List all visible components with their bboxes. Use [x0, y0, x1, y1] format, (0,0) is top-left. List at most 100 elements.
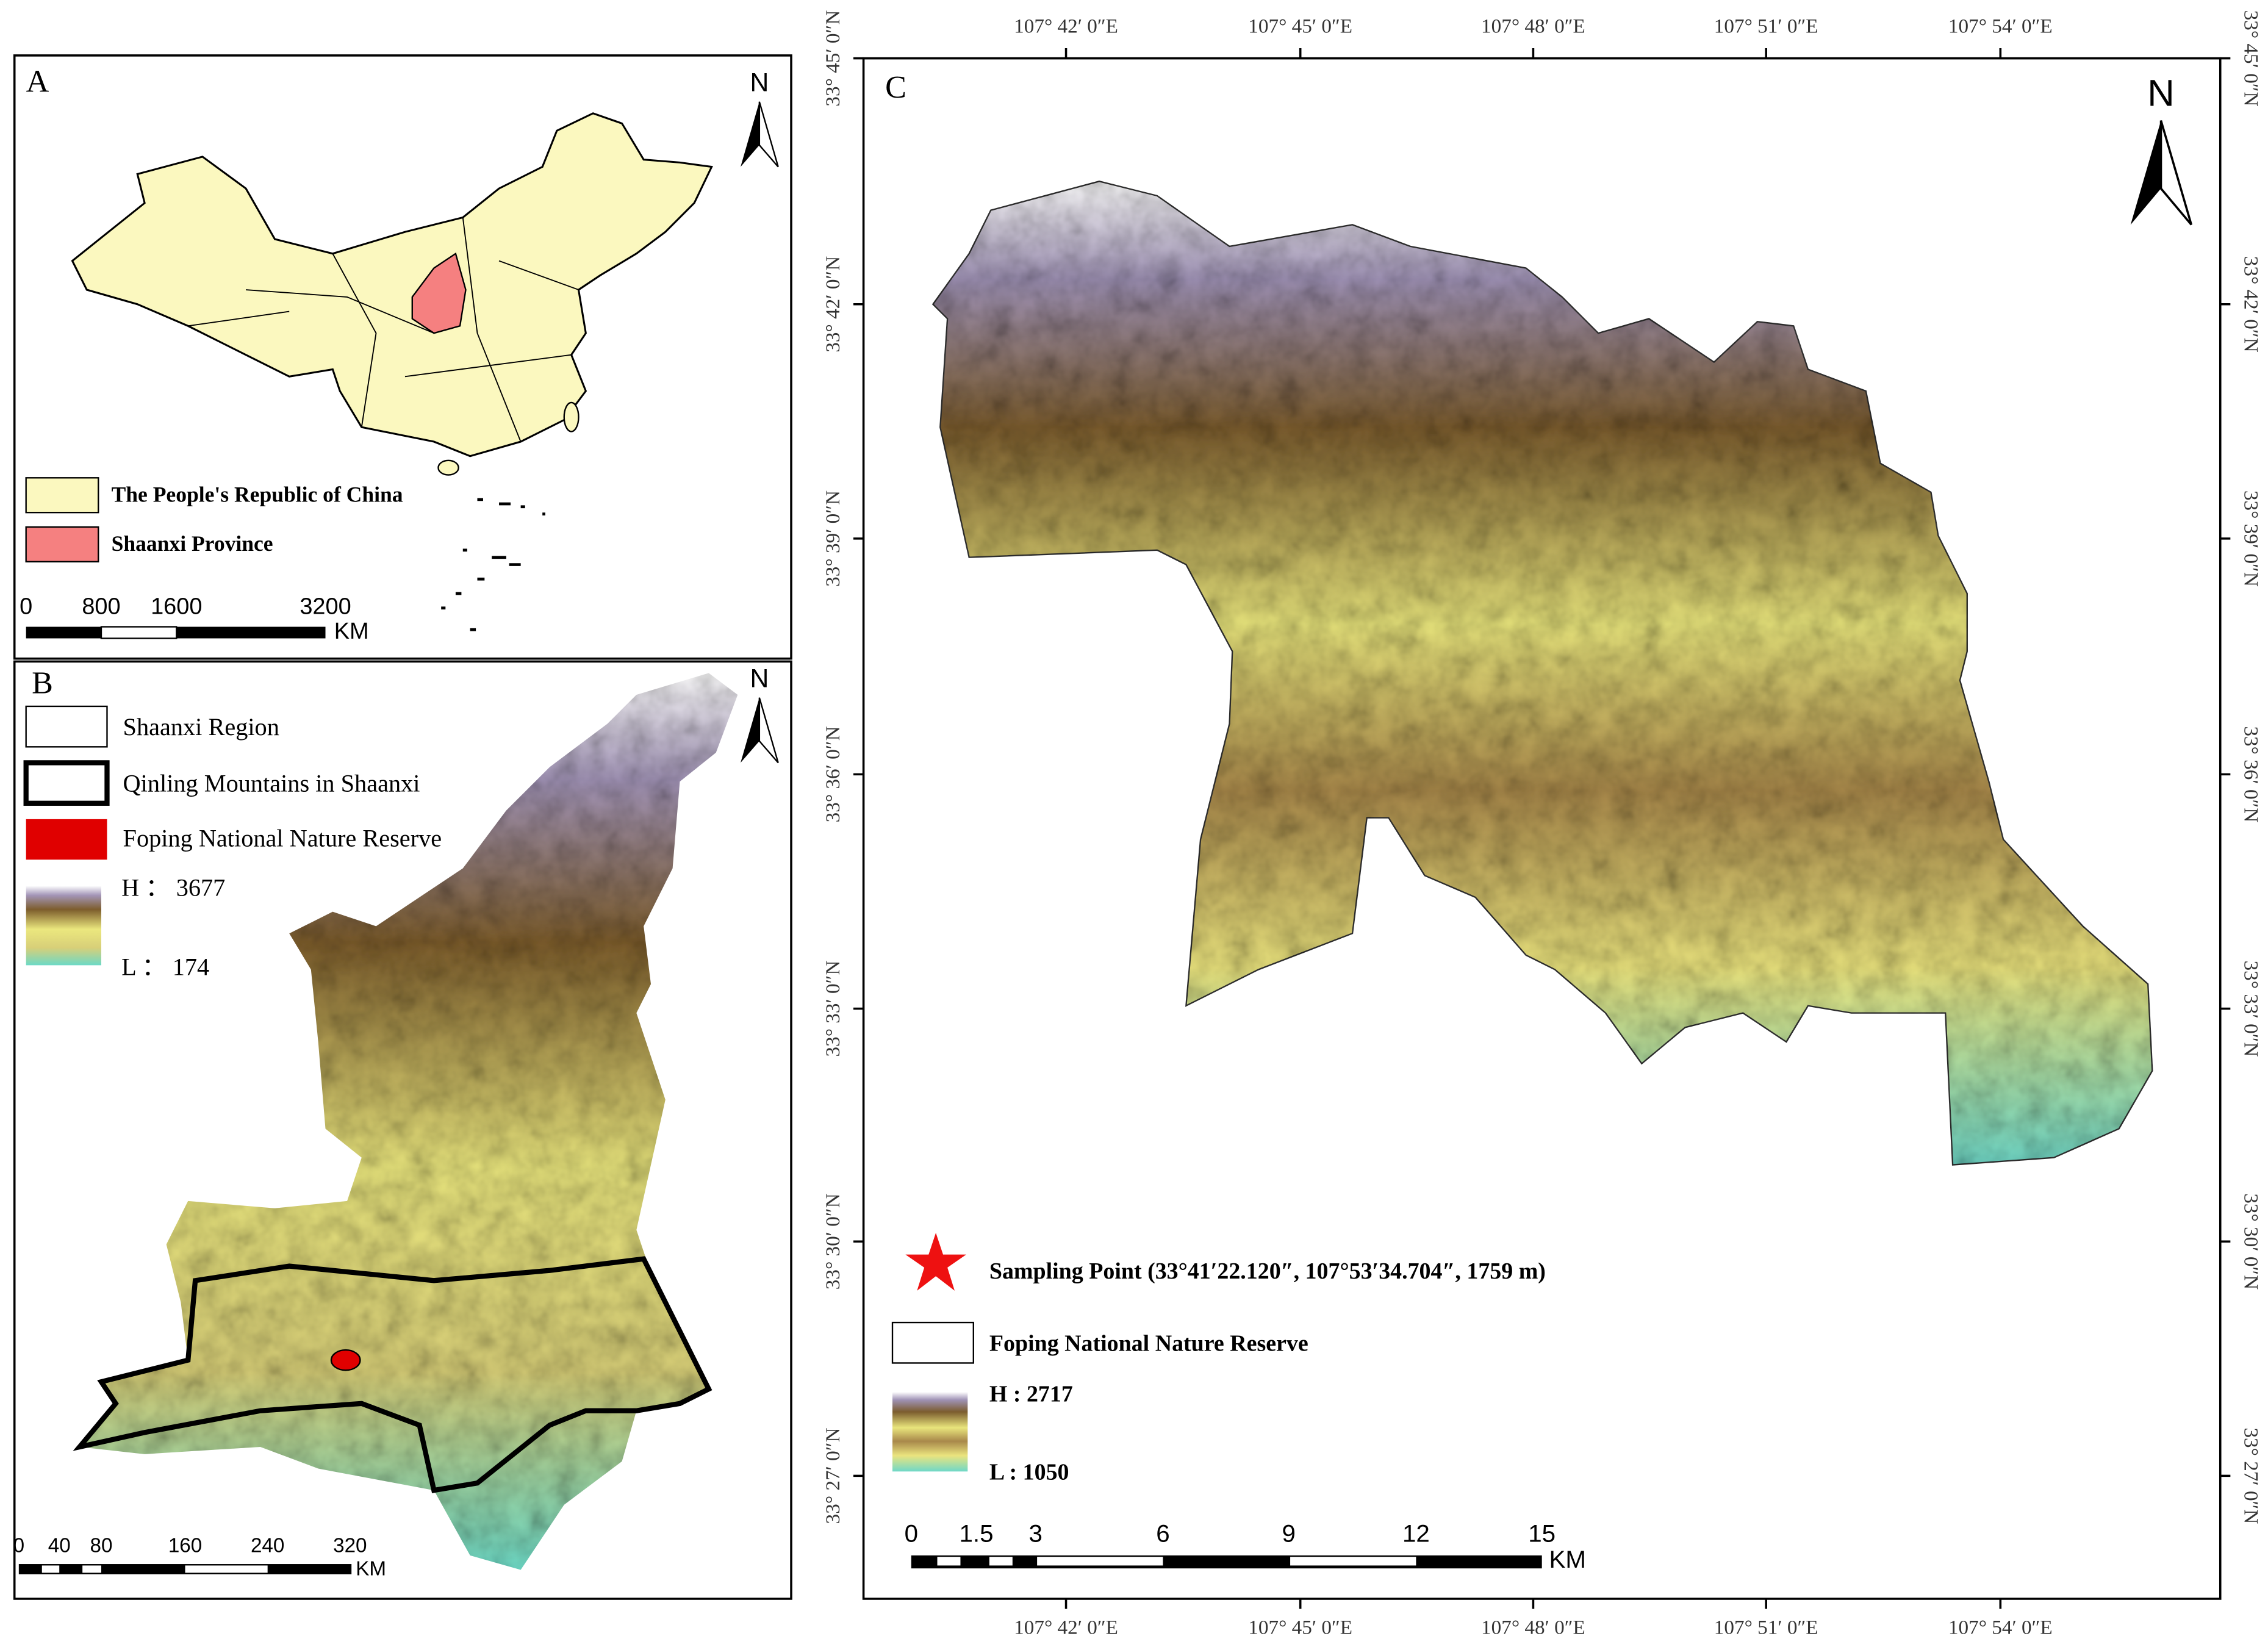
latitude-label: 33° 27′ 0″N	[2240, 1427, 2263, 1524]
legend-label: Foping National Nature Reserve	[989, 1331, 1308, 1357]
latitude-label: 33° 27′ 0″N	[822, 1427, 844, 1524]
legend-swatch	[25, 477, 99, 514]
scale-tick-label: 12	[1402, 1520, 1430, 1547]
qinling-boundary	[73, 1256, 712, 1493]
panel-c-frame	[862, 57, 2222, 1600]
elevation-low: L : 1050	[989, 1460, 1069, 1485]
scale-segment	[937, 1557, 961, 1566]
scale-tick-label: 3200	[300, 594, 351, 620]
elevation-low: L ： 174	[121, 953, 209, 981]
longitude-label: 107° 48′ 0″E	[1481, 1616, 1585, 1638]
latitude-label: 33° 30′ 0″N	[2240, 1193, 2263, 1290]
latitude-label: 33° 39′ 0″N	[822, 490, 844, 587]
scale-tick-label: 9	[1282, 1520, 1296, 1547]
scale-tick-label: 320	[333, 1534, 367, 1557]
scale-unit: KM	[1549, 1546, 1586, 1573]
legend-label: The People's Republic of China	[112, 482, 403, 506]
legend-swatch	[23, 760, 110, 806]
latitude-labels: 33° 45′ 0″N 33° 42′ 0″N 33° 39′ 0″N 33° …	[822, 10, 2263, 1524]
legend-swatch	[25, 705, 108, 748]
north-label: N	[2147, 73, 2175, 115]
scale-tick-label: 3	[1029, 1520, 1042, 1547]
panel-label: C	[885, 70, 906, 105]
latitude-label: 33° 30′ 0″N	[822, 1193, 844, 1290]
longitude-label: 107° 48′ 0″E	[1481, 15, 1585, 37]
hainan	[437, 459, 459, 476]
scale-tick-label: 1.5	[960, 1520, 994, 1547]
longitude-labels: 107° 42′ 0″E 107° 45′ 0″E 107° 48′ 0″E 1…	[1014, 15, 2053, 1638]
north-arrow	[741, 101, 759, 167]
latitude-label: 33° 39′ 0″N	[2240, 490, 2263, 587]
longitude-label: 107° 54′ 0″E	[1948, 1616, 2053, 1638]
elevation-ramp	[892, 1391, 968, 1472]
scale-bar	[26, 626, 326, 639]
legend-swatch	[25, 526, 99, 563]
scale-tick-label: 80	[90, 1534, 113, 1557]
panel-b-frame	[13, 660, 792, 1600]
legend-label: Sampling Point (33°41′22.120″, 107°53′34…	[989, 1258, 1546, 1284]
scale-tick-label: 6	[1156, 1520, 1169, 1547]
latitude-label: 33° 36′ 0″N	[2240, 726, 2263, 822]
longitude-label: 107° 51′ 0″E	[1714, 1616, 1818, 1638]
scale-segment	[82, 1565, 101, 1573]
tick-marks	[853, 48, 2231, 1609]
elevation-high: H : 2717	[989, 1382, 1073, 1407]
legend-swatch	[891, 1321, 974, 1364]
elevation-high: H ： 3677	[121, 874, 225, 901]
scale-segment	[26, 626, 101, 639]
reserve-dem	[931, 180, 2153, 1166]
panel-a-frame	[13, 54, 792, 660]
scale-tick-label: 40	[48, 1534, 71, 1557]
legend-label: Shaanxi Region	[123, 713, 279, 741]
scale-segment	[176, 626, 326, 639]
longitude-label: 107° 42′ 0″E	[1014, 1616, 1118, 1638]
longitude-label: 107° 42′ 0″E	[1014, 15, 1118, 37]
scale-tick-label: 1600	[151, 594, 202, 620]
scale-tick-label: 15	[1528, 1520, 1556, 1547]
scale-tick-label: 0	[905, 1520, 918, 1547]
panel-label: A	[26, 64, 49, 99]
latitude-label: 33° 45′ 0″N	[822, 10, 844, 107]
latitude-label: 33° 42′ 0″N	[2240, 256, 2263, 353]
shaanxi-highlight	[411, 252, 467, 334]
elevation-ramp	[26, 885, 101, 966]
islands	[441, 498, 545, 631]
province-borders	[188, 217, 579, 442]
scale-segment	[989, 1557, 1013, 1566]
legend-swatch	[26, 819, 107, 860]
china-map	[71, 112, 713, 458]
longitude-label: 107° 54′ 0″E	[1948, 15, 2053, 37]
coordinate-ticks	[853, 48, 2231, 1609]
scale-tick-label: 800	[82, 594, 120, 620]
north-label: N	[750, 68, 769, 98]
scale-bar	[911, 1555, 1542, 1569]
north-arrow	[2159, 120, 2193, 226]
north-arrow	[758, 101, 779, 168]
longitude-label: 107° 45′ 0″E	[1248, 1616, 1352, 1638]
scale-segment	[1037, 1557, 1163, 1566]
scale-tick-label: 160	[168, 1534, 202, 1557]
latitude-label: 33° 33′ 0″N	[822, 961, 844, 1057]
latitude-label: 33° 45′ 0″N	[2240, 10, 2263, 107]
scale-bar	[18, 1564, 352, 1574]
scale-tick-label: 0	[20, 594, 32, 620]
scale-segment	[18, 1564, 352, 1574]
scale-tick-label: 240	[251, 1534, 284, 1557]
taiwan	[563, 401, 580, 432]
longitude-label: 107° 51′ 0″E	[1714, 15, 1818, 37]
legend-label: Shaanxi Province	[112, 531, 273, 556]
north-arrow	[741, 697, 759, 763]
scale-segment	[100, 626, 178, 639]
scale-unit: KM	[356, 1557, 386, 1580]
scale-unit: KM	[334, 619, 369, 644]
legend-label: Qinling Mountains in Shaanxi	[123, 770, 420, 797]
north-arrow	[2130, 120, 2161, 225]
foping-location	[330, 1349, 361, 1371]
latitude-label: 33° 33′ 0″N	[2240, 961, 2263, 1057]
panel-label: B	[32, 666, 53, 701]
shaanxi-dem	[79, 673, 738, 1570]
legend-label: Foping National Nature Reserve	[123, 825, 442, 852]
latitude-label: 33° 42′ 0″N	[822, 256, 844, 353]
